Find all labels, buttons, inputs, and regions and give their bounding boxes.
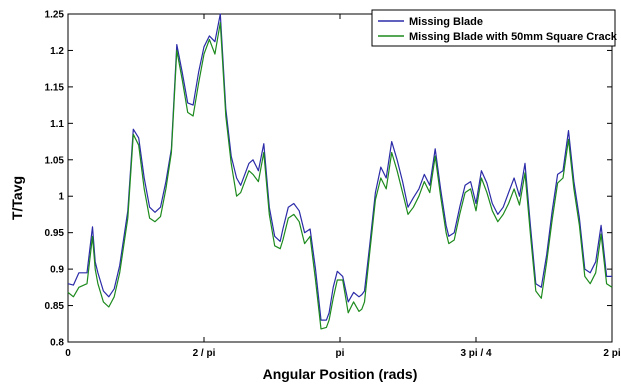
y-tick-label: 1 [58, 192, 64, 203]
legend-label-missing-blade: Missing Blade [409, 16, 483, 28]
x-tick-label: 0 [65, 348, 71, 359]
series-layer [67, 13, 613, 330]
x-tick-label: 2 / pi [193, 348, 216, 359]
x-axis-label: Angular Position (rads) [263, 366, 418, 382]
x-tick-label: 3 pi / 4 [460, 348, 492, 359]
series-line-0 [67, 13, 612, 321]
plot-frame [67, 13, 613, 343]
plot-area [67, 13, 613, 343]
legend-box [371, 9, 616, 47]
y-tick-label: 0.8 [50, 338, 64, 349]
series-line-1 [67, 22, 613, 330]
y-axis-ticks: 0.8 0.85 0.9 0.95 1 1.05 1.1 1.15 1.2 1.25 [45, 10, 612, 349]
y-tick-label: 1.2 [50, 46, 64, 57]
legend-label-missing-blade-crack: Missing Blade with 50mm Square Crack [409, 31, 618, 43]
y-tick-label: 1.05 [45, 155, 65, 166]
y-axis-label: T/Tavg [9, 176, 25, 220]
x-tick-label: 2 pi [603, 348, 620, 359]
y-tick-label: 1.15 [45, 82, 65, 93]
y-tick-label: 1.25 [45, 10, 65, 21]
y-tick-label: 0.9 [50, 265, 64, 276]
y-tick-label: 0.95 [45, 228, 65, 239]
x-tick-label: pi [336, 348, 345, 359]
y-tick-label: 1.1 [50, 119, 64, 130]
y-tick-label: 0.85 [45, 301, 65, 312]
legend: Missing Blade Missing Blade with 50mm Sq… [371, 9, 618, 47]
